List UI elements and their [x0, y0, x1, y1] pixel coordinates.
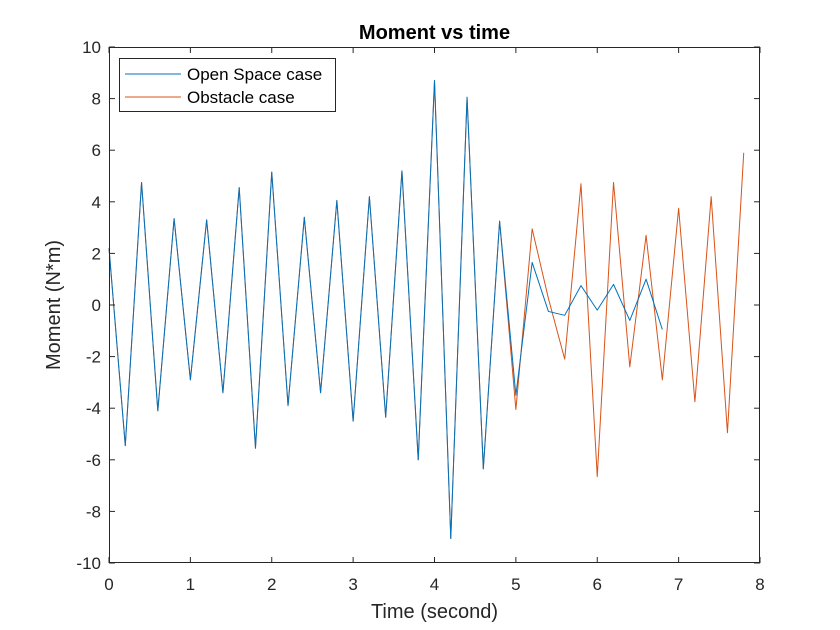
axes-box — [109, 47, 760, 563]
x-tick-label: 4 — [430, 575, 439, 594]
tick-layer: 0 1 2 3 4 5 6 7 8 -10 -8 -6 -4 -2 0 2 4 6 8 10 — [76, 38, 764, 594]
x-tick-label: 2 — [267, 575, 276, 594]
y-tick-label: -8 — [86, 502, 101, 521]
x-tick-label: 0 — [104, 575, 113, 594]
y-tick-label: 6 — [92, 141, 101, 160]
series-line-open-space-case — [108, 80, 663, 539]
plot-area — [109, 47, 760, 563]
x-axis-label: Time (second) — [371, 601, 498, 623]
y-tick-label: 0 — [92, 296, 101, 315]
y-tick-label: -2 — [86, 348, 101, 367]
series-layer — [108, 80, 745, 539]
y-tick-label: 8 — [92, 90, 101, 109]
x-tick-label: 3 — [348, 575, 357, 594]
y-tick-label: -6 — [86, 451, 101, 470]
y-tick-label: 2 — [92, 244, 101, 263]
x-tick-label: 1 — [186, 575, 195, 594]
legend-box — [119, 58, 336, 112]
legend-entry-obstacle: Obstacle case — [187, 88, 295, 107]
y-axis-label: Moment (N*m) — [43, 240, 65, 370]
x-tick-label: 7 — [674, 575, 683, 594]
y-tick-label: -10 — [76, 554, 101, 573]
chart-title: Moment vs time — [359, 22, 510, 44]
x-tick-label: 8 — [755, 575, 764, 594]
y-tick-label: 10 — [82, 38, 101, 57]
y-tick-label: 4 — [92, 193, 101, 212]
x-tick-label: 6 — [593, 575, 602, 594]
x-tick-label: 5 — [511, 575, 520, 594]
y-tick-label: -4 — [86, 399, 101, 418]
legend: Open Space case Obstacle case — [119, 58, 336, 112]
legend-entry-open-space: Open Space case — [187, 65, 322, 84]
